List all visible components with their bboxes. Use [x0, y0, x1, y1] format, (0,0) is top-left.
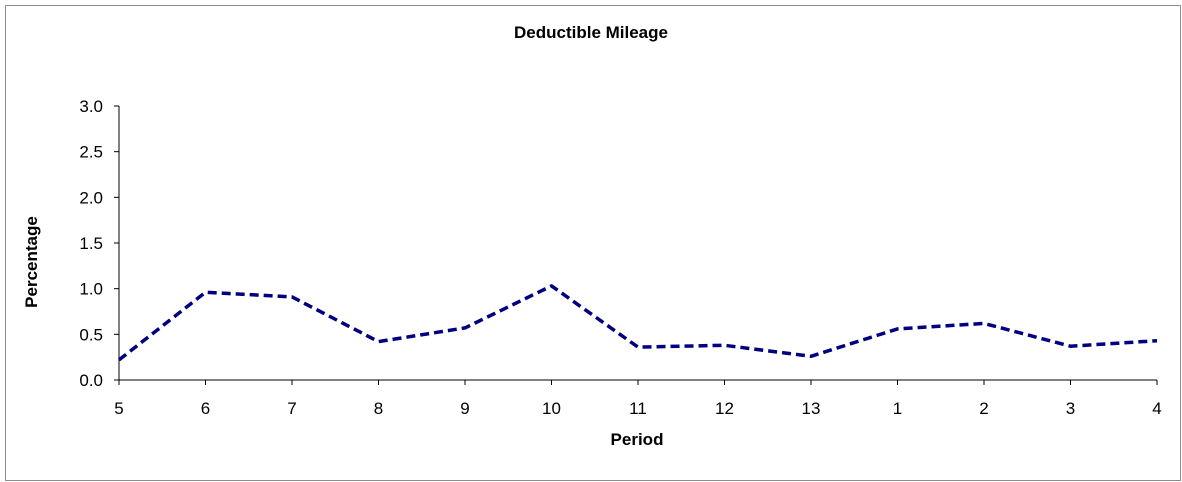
series-group	[117, 284, 1158, 362]
x-tick-label: 2	[979, 399, 988, 418]
series-line	[117, 284, 1158, 362]
chart-title: Deductible Mileage	[514, 23, 668, 42]
y-tick-label: 1.5	[79, 234, 103, 253]
x-tick-label: 1	[893, 399, 902, 418]
y-tick-label: 0.5	[79, 325, 103, 344]
x-tick-label: 4	[1152, 399, 1161, 418]
y-tick-label: 1.0	[79, 280, 103, 299]
y-tick-label: 2.5	[79, 143, 103, 162]
x-tick-label: 13	[802, 399, 821, 418]
x-tick-label: 8	[374, 399, 383, 418]
x-axis-title: Period	[611, 430, 664, 449]
x-tick-label: 9	[460, 399, 469, 418]
x-tick-label: 10	[542, 399, 561, 418]
y-axis-title: Percentage	[22, 216, 41, 308]
x-tick-label: 11	[629, 399, 647, 418]
x-tick-label: 3	[1066, 399, 1075, 418]
x-axis: 5 6 7 8 9 10 11 12 13 1 2 3 4	[114, 379, 1162, 418]
y-tick-label: 3.0	[79, 97, 103, 116]
y-tick-label: 2.0	[79, 188, 103, 207]
x-tick-label: 12	[715, 399, 734, 418]
x-tick-label: 7	[287, 399, 296, 418]
chart-frame	[5, 5, 1181, 481]
y-tick-label: 0.0	[79, 371, 103, 390]
y-axis: 0.0 0.5 1.0 1.5 2.0 2.5 3.0	[79, 97, 120, 390]
x-tick-label: 5	[114, 399, 123, 418]
x-tick-label: 6	[201, 399, 210, 418]
